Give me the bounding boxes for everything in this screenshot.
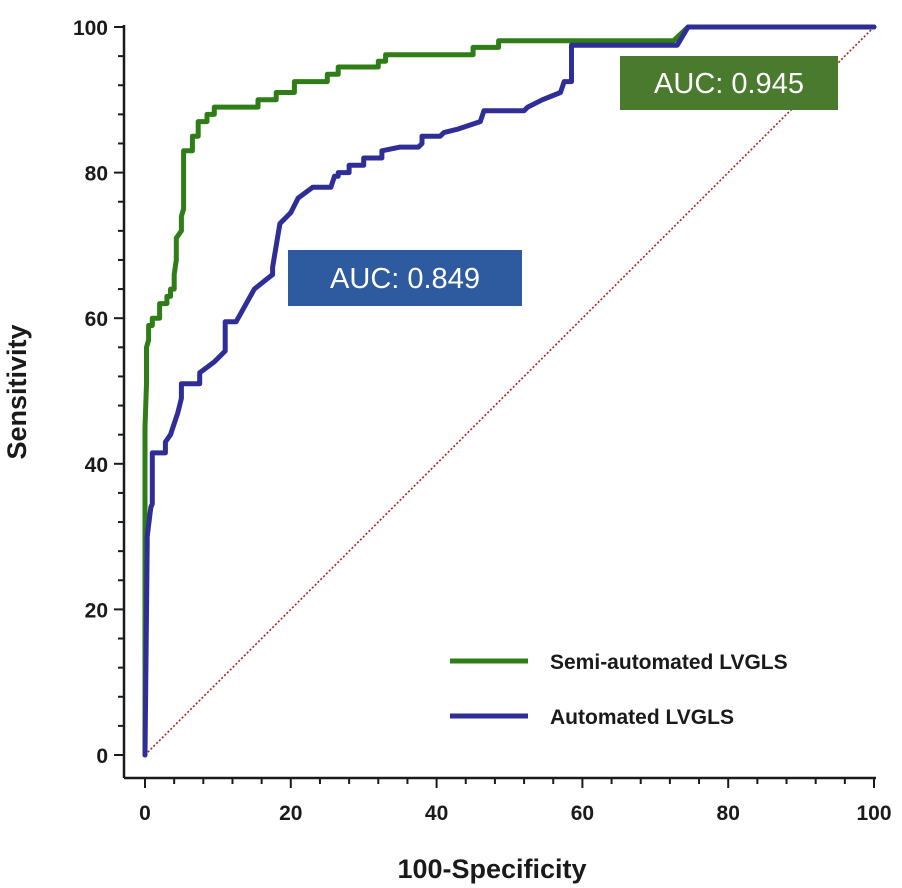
- series-layer: [142, 24, 877, 758]
- auc-box-background: [288, 250, 522, 306]
- auc-box-automated: AUC: 0.849: [288, 250, 522, 306]
- y-tick-label: 20: [85, 599, 108, 622]
- legend-label: Automated LVGLS: [550, 706, 734, 729]
- legend-item: Automated LVGLS: [450, 706, 734, 729]
- auc-box-semi-automated: AUC: 0.945: [620, 56, 838, 110]
- auc-label-layer: AUC: 0.945 AUC: 0.849: [288, 56, 838, 306]
- legend: Semi-automated LVGLS Automated LVGLS: [450, 651, 788, 729]
- y-tick-label: 0: [96, 745, 108, 768]
- y-tick-label: 60: [85, 308, 108, 331]
- series-line-automated: [142, 24, 877, 758]
- x-tick-label: 0: [139, 802, 151, 825]
- x-axis-title: 100-Specificity: [397, 854, 586, 884]
- series-line-semi-automated: [142, 24, 877, 758]
- y-tick-label: 40: [85, 454, 108, 477]
- auc-label-text: AUC: 0.849: [330, 263, 480, 295]
- reference-layer: [144, 26, 875, 756]
- x-tick-label: 80: [717, 802, 740, 825]
- axes-layer: 0 20 40 60 80 100 0 20 40 60 80 100: [73, 17, 892, 825]
- y-axis-title: Sensitivity: [2, 324, 32, 459]
- legend-item: Semi-automated LVGLS: [450, 651, 788, 674]
- y-tick-label: 80: [85, 163, 108, 186]
- x-tick-label: 60: [571, 802, 594, 825]
- y-tick-label: 100: [73, 17, 108, 40]
- x-tick-label: 100: [856, 802, 891, 825]
- x-tick-label: 20: [279, 802, 302, 825]
- auc-label-text: AUC: 0.945: [654, 68, 804, 100]
- auc-box-background: [620, 56, 838, 110]
- reference-diagonal-line: [144, 26, 875, 756]
- legend-label: Semi-automated LVGLS: [550, 651, 788, 674]
- x-tick-label: 40: [425, 802, 448, 825]
